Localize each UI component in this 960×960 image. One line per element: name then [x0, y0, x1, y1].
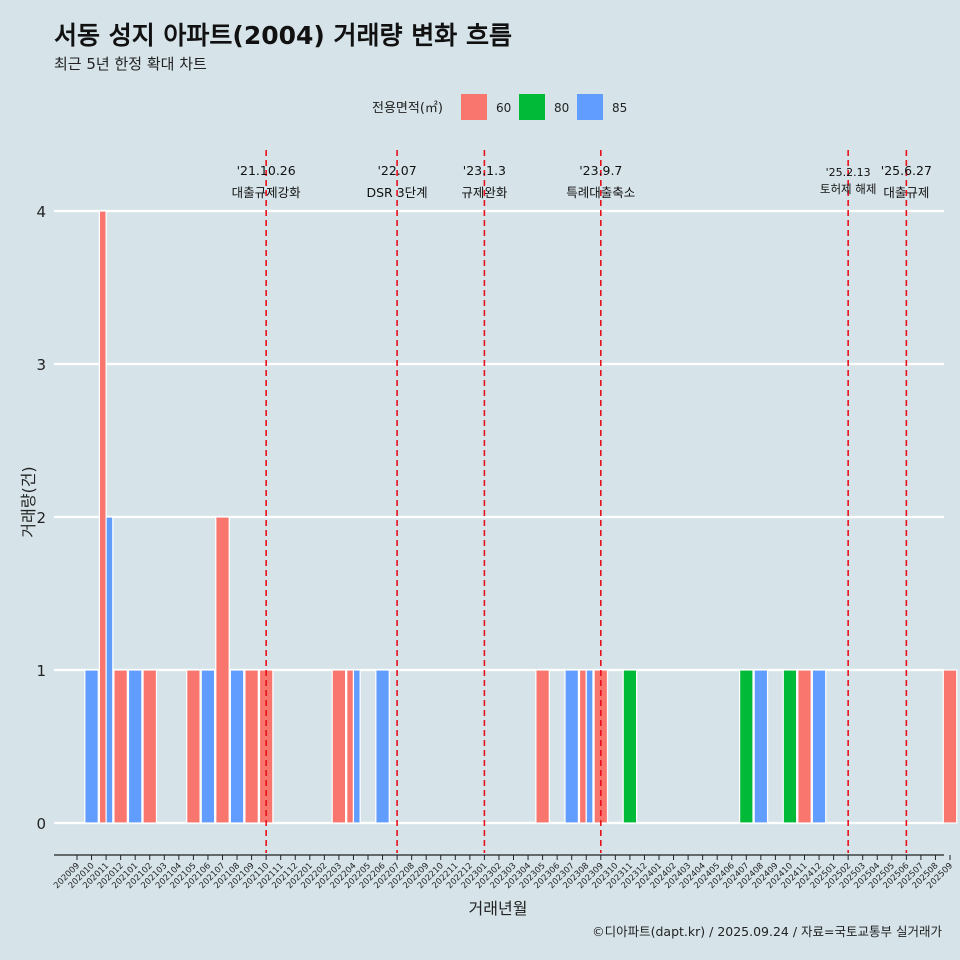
event-date-label: '22.07 [377, 163, 416, 178]
y-axis-title: 거래량(건) [19, 466, 38, 537]
legend-label-80: 80 [554, 101, 569, 115]
event-layer: '21.10.26 대출규제강화 '22.07 DSR 3단계 '23.1.3 규제완화 '… [232, 150, 932, 853]
y-tick-label: 3 [36, 356, 46, 374]
bar-85-202101 [127, 669, 143, 824]
event-name-label: 토허제 해제 [820, 182, 877, 196]
legend: 전용면적(㎡) 60 80 85 [372, 94, 627, 120]
bar-85-202106 [200, 669, 216, 824]
legend-label-60: 60 [496, 101, 511, 115]
bar-60-202203 [331, 669, 347, 824]
event-name-label: 대출규제 [883, 185, 929, 200]
bar-60-202012 [113, 669, 128, 824]
event-name-label: 대출규제강화 [232, 185, 302, 200]
bar-85-202412 [811, 669, 827, 824]
bar-85-202408 [753, 669, 769, 824]
event-date-label: '23.1.3 [463, 163, 506, 178]
bar-60-202411 [797, 669, 812, 824]
bar-60-202308 [578, 669, 587, 824]
y-tick-label: 4 [36, 203, 46, 221]
legend-swatch-80 [519, 94, 545, 120]
bar-85-202010 [84, 669, 99, 824]
event-date-label: '23.9.7 [579, 163, 622, 178]
y-tick-label: 1 [36, 662, 46, 680]
bar-80-202407 [738, 669, 754, 824]
bar-85-202307 [564, 669, 579, 824]
source-caption: ©디아파트(dapt.kr) / 2025.09.24 / 자료=국토교통부 실… [592, 924, 942, 939]
chart-subtitle: 최근 5년 한정 확대 차트 [54, 55, 207, 73]
legend-title: 전용면적(㎡) [372, 101, 443, 116]
event-name-label: 규제완화 [461, 185, 508, 200]
event-date-label: '25.2.13 [826, 166, 871, 179]
event-date-label: '25.6.27 [881, 163, 932, 178]
chart-title: 서동 성지 아파트(2004) 거래량 변화 흐름 [54, 21, 512, 50]
event-name-label: 특례대출축소 [566, 185, 635, 200]
event-name-label: DSR 3단계 [367, 185, 428, 200]
bar-60-202109 [244, 669, 259, 824]
legend-label-85: 85 [612, 101, 627, 115]
bar-60-202204 [346, 669, 355, 824]
y-tick-label: 2 [36, 509, 46, 527]
bar-80-202410 [782, 669, 798, 824]
bar-80-202311 [622, 669, 638, 824]
bar-60-202509 [942, 669, 958, 824]
x-axis-title: 거래년월 [469, 899, 528, 918]
bar-60-202107 [215, 516, 230, 824]
bar-85-202011 [105, 516, 114, 824]
bar-60-202305 [535, 669, 550, 824]
legend-swatch-60 [461, 94, 487, 120]
event-date-label: '21.10.26 [237, 163, 296, 178]
bar-85-202108 [229, 669, 245, 824]
bar-85-202206 [375, 669, 390, 824]
y-tick-label: 0 [36, 815, 46, 833]
legend-swatch-85 [577, 94, 603, 120]
bar-60-202102 [142, 669, 158, 824]
bar-60-202105 [186, 669, 201, 824]
bar-85-202204 [352, 669, 361, 824]
bar-60-202011 [98, 210, 107, 824]
bar-85-202308 [585, 669, 594, 824]
bar-layer [84, 210, 958, 824]
